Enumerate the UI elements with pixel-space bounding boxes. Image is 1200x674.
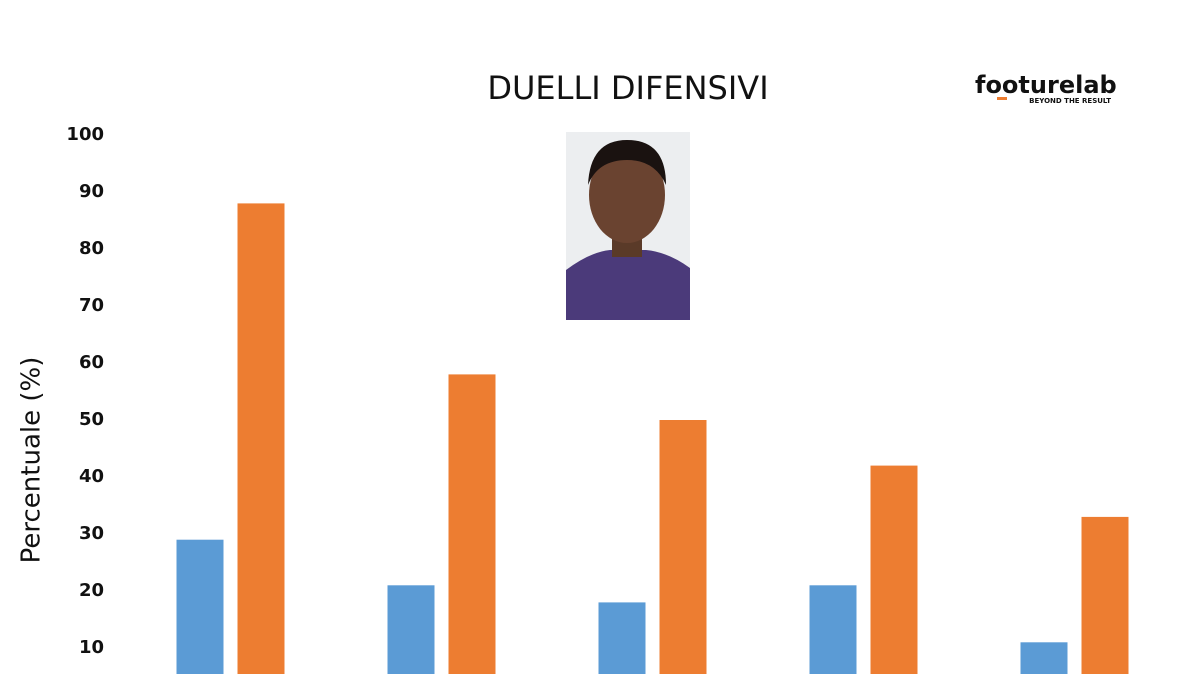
y-tick-label: 10 xyxy=(79,637,104,658)
logo-text: footurelab xyxy=(975,71,1117,99)
logo-accent xyxy=(997,97,1007,100)
player-photo xyxy=(566,132,690,320)
chart-title: DUELLI DIFENSIVI xyxy=(487,69,768,107)
bar xyxy=(659,420,707,674)
y-tick-label: 30 xyxy=(79,523,104,544)
photo-hair xyxy=(588,140,666,185)
y-tick-label: 20 xyxy=(79,580,104,601)
bar xyxy=(387,585,435,674)
y-tick-label: 80 xyxy=(79,238,104,259)
bar xyxy=(598,602,646,674)
y-axis-label: Percentuale (%) xyxy=(17,357,47,564)
bar xyxy=(237,203,285,674)
bar xyxy=(1081,516,1129,674)
y-tick-label: 40 xyxy=(79,466,104,487)
y-tick-label: 50 xyxy=(79,409,104,430)
y-tick-label: 90 xyxy=(79,181,104,202)
logo: footurelab BEYOND THE RESULT xyxy=(975,71,1117,105)
photo-shirt xyxy=(566,250,690,320)
bar xyxy=(176,539,224,674)
y-tick-label: 100 xyxy=(66,124,104,145)
bar xyxy=(448,374,496,674)
bar xyxy=(1020,642,1068,674)
bar xyxy=(870,465,918,674)
y-tick-label: 70 xyxy=(79,295,104,316)
bar xyxy=(809,585,857,674)
photo-face xyxy=(589,147,665,243)
logo-tagline: BEYOND THE RESULT xyxy=(1029,97,1111,105)
y-tick-label: 60 xyxy=(79,352,104,373)
